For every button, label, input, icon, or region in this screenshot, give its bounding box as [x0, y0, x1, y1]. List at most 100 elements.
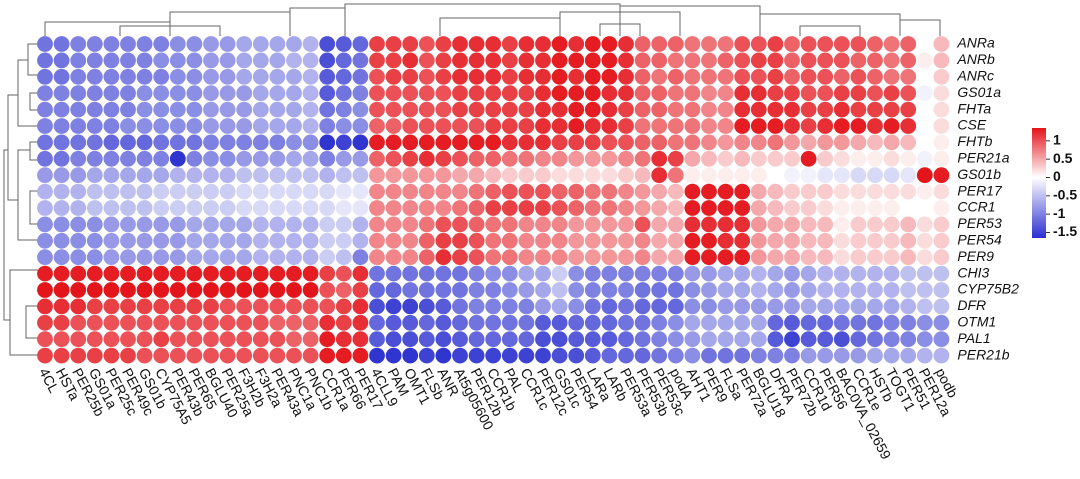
- heat-cell: [784, 167, 800, 184]
- heat-cell: [86, 347, 103, 364]
- heat-cell: [750, 85, 767, 102]
- heat-cell: [684, 85, 701, 102]
- heat-cell: [136, 331, 153, 348]
- heat-cell: [551, 118, 568, 134]
- heat-cell: [435, 298, 452, 315]
- heat-cell: [867, 85, 883, 102]
- heat-cell: [634, 200, 651, 216]
- heat-cell: [568, 298, 585, 315]
- heat-cell: [186, 314, 203, 331]
- heat-cell: [701, 232, 717, 249]
- heat-cell: [784, 265, 800, 282]
- heat-cell: [618, 101, 634, 118]
- heat-cell: [120, 249, 136, 266]
- heat-cell: [701, 298, 717, 315]
- heat-cell: [518, 347, 535, 364]
- heat-cell: [717, 265, 734, 282]
- heat-cell: [784, 52, 800, 69]
- heat-cell: [767, 298, 784, 315]
- heat-cell: [518, 134, 535, 151]
- heat-cell: [369, 282, 385, 298]
- heat-cell: [402, 347, 419, 364]
- heat-cell: [817, 216, 834, 233]
- heat-cell: [618, 134, 634, 151]
- heat-cell: [651, 347, 668, 364]
- heat-cell: [70, 314, 87, 331]
- heat-cell: [252, 36, 269, 52]
- heat-cell: [568, 68, 585, 85]
- heat-cell: [667, 183, 684, 200]
- heat-cell: [269, 282, 286, 298]
- heat-cell: [867, 68, 883, 85]
- heat-cell: [286, 68, 302, 85]
- heat-cell: [651, 118, 668, 134]
- heat-cell: [551, 347, 568, 364]
- heat-cell: [933, 85, 950, 102]
- heat-cell: [916, 249, 933, 266]
- heat-cell: [186, 52, 203, 69]
- heat-cell: [468, 347, 485, 364]
- heat-cell: [153, 282, 170, 298]
- heat-cell: [252, 167, 269, 184]
- heat-cell: [750, 249, 767, 266]
- heat-cell: [651, 36, 668, 52]
- heat-cell: [269, 265, 286, 282]
- heat-cell: [219, 167, 236, 184]
- heat-cell: [800, 314, 817, 331]
- heat-cell: [900, 101, 917, 118]
- heat-cell: [651, 183, 668, 200]
- heat-cell: [286, 134, 302, 151]
- heat-cell: [717, 331, 734, 348]
- heat-cell: [120, 68, 136, 85]
- heat-cell: [252, 331, 269, 348]
- heat-cell: [701, 68, 717, 85]
- heat-cell: [850, 68, 867, 85]
- row-label: GS01b: [957, 166, 1001, 182]
- heat-cell: [883, 134, 900, 151]
- heat-cell: [833, 68, 850, 85]
- heat-cell: [535, 167, 551, 184]
- heat-cell: [37, 150, 53, 167]
- heat-cell: [452, 68, 468, 85]
- heat-cell: [867, 134, 883, 151]
- heat-cell: [352, 167, 369, 184]
- heat-cell: [352, 134, 369, 151]
- heat-cell: [369, 314, 385, 331]
- heat-cell: [153, 52, 170, 69]
- heat-cell: [916, 298, 933, 315]
- heat-cell: [302, 232, 319, 249]
- heat-cell: [319, 232, 336, 249]
- heat-cell: [551, 314, 568, 331]
- heat-cell: [252, 85, 269, 102]
- heat-cell: [103, 134, 120, 151]
- heat-cell: [203, 150, 219, 167]
- heat-cell: [717, 68, 734, 85]
- heat-cell: [452, 249, 468, 266]
- heat-cell: [452, 314, 468, 331]
- heat-cell: [335, 216, 352, 233]
- heat-cell: [203, 216, 219, 233]
- heat-cell: [418, 216, 435, 233]
- heat-cell: [551, 134, 568, 151]
- heat-cell: [618, 36, 634, 52]
- heat-cell: [883, 298, 900, 315]
- heat-cell: [867, 216, 883, 233]
- heat-cell: [335, 298, 352, 315]
- heat-cell: [618, 52, 634, 69]
- heat-cell: [70, 265, 87, 282]
- heat-cell: [833, 167, 850, 184]
- heat-cell: [535, 347, 551, 364]
- heat-cell: [551, 331, 568, 348]
- heat-cell: [767, 232, 784, 249]
- heat-cell: [435, 249, 452, 266]
- heat-cell: [435, 282, 452, 298]
- heat-cell: [236, 265, 253, 282]
- heat-cell: [750, 314, 767, 331]
- heat-cell: [933, 232, 950, 249]
- heat-cell: [302, 216, 319, 233]
- heat-cell: [286, 52, 302, 69]
- heat-cell: [120, 232, 136, 249]
- heat-cell: [784, 134, 800, 151]
- heat-cell: [833, 101, 850, 118]
- heat-cell: [701, 118, 717, 134]
